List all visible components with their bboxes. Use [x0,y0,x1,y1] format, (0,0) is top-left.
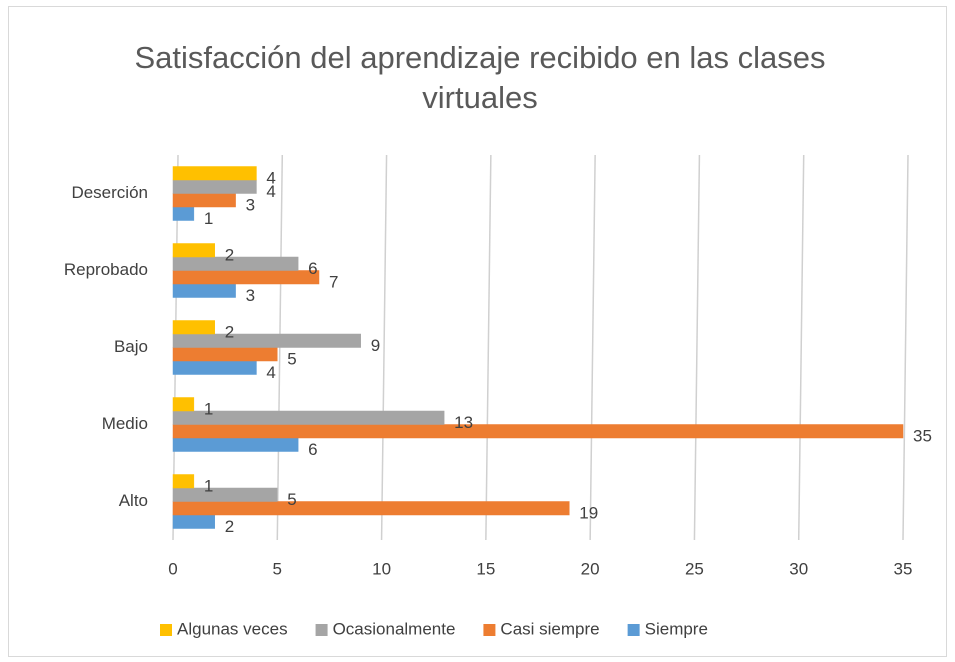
data-label: 35 [913,427,932,446]
x-tick-label: 30 [789,559,808,578]
bar [172,320,215,335]
legend-swatch [160,624,172,636]
bar [172,270,320,285]
legend-label: Algunas veces [177,619,288,638]
bar [172,179,257,194]
legend-swatch [315,624,328,636]
data-label: 5 [287,490,296,509]
bar [172,487,278,502]
bar [172,243,215,258]
x-tick-label: 5 [273,559,282,578]
grid-line [380,154,388,541]
bar [172,347,278,362]
data-label: 1 [204,400,213,419]
data-label: 3 [246,286,255,305]
bar [172,206,195,221]
bar [172,501,570,516]
data-label: 4 [266,182,275,201]
grid-line [902,154,909,541]
data-label: 4 [266,363,275,382]
grid-line [485,154,492,541]
legend-label: Casi siempre [500,619,599,638]
legend-label: Ocasionalmente [333,619,456,638]
data-label: 3 [246,196,255,215]
bar [172,424,904,439]
data-label: 2 [225,323,234,342]
data-label: 19 [579,504,598,523]
bar [172,437,299,452]
bar [172,360,257,375]
bar [172,397,195,412]
data-label: 6 [308,440,317,459]
data-label: 9 [371,336,380,355]
legend-swatch [483,624,496,636]
grid-line [797,154,805,541]
x-tick-label: 35 [894,559,913,578]
data-label: 2 [225,246,234,265]
legend-swatch [627,624,640,636]
y-tick-label: Deserción [71,183,148,202]
x-tick-label: 25 [685,559,704,578]
bar [172,514,215,529]
bar [172,474,195,489]
y-tick-label: Bajo [114,337,148,356]
legend-label: Siempre [645,619,708,638]
x-tick-label: 15 [476,559,495,578]
bar [172,256,299,271]
y-tick-label: Alto [119,491,148,510]
data-label: 7 [329,273,338,292]
bar [172,410,445,425]
x-tick-label: 10 [372,559,391,578]
bar [172,333,361,348]
x-tick-label: 20 [581,559,600,578]
bar [172,166,257,181]
data-label: 1 [204,209,213,228]
data-label: 4 [266,169,275,188]
data-label: 1 [204,477,213,496]
data-label: 2 [225,517,234,536]
bar [172,283,236,298]
data-label: 5 [287,350,296,369]
data-label: 6 [308,259,317,278]
x-tick-label: 0 [168,559,177,578]
y-tick-label: Reprobado [64,260,148,279]
grid-line [589,154,596,541]
grid-line [693,154,701,541]
y-tick-label: Medio [102,414,148,433]
chart-border [8,6,947,657]
data-label: 13 [454,413,473,432]
bar [172,193,236,208]
chart-title: Satisfacción del aprendizaje recibido en… [134,40,826,115]
